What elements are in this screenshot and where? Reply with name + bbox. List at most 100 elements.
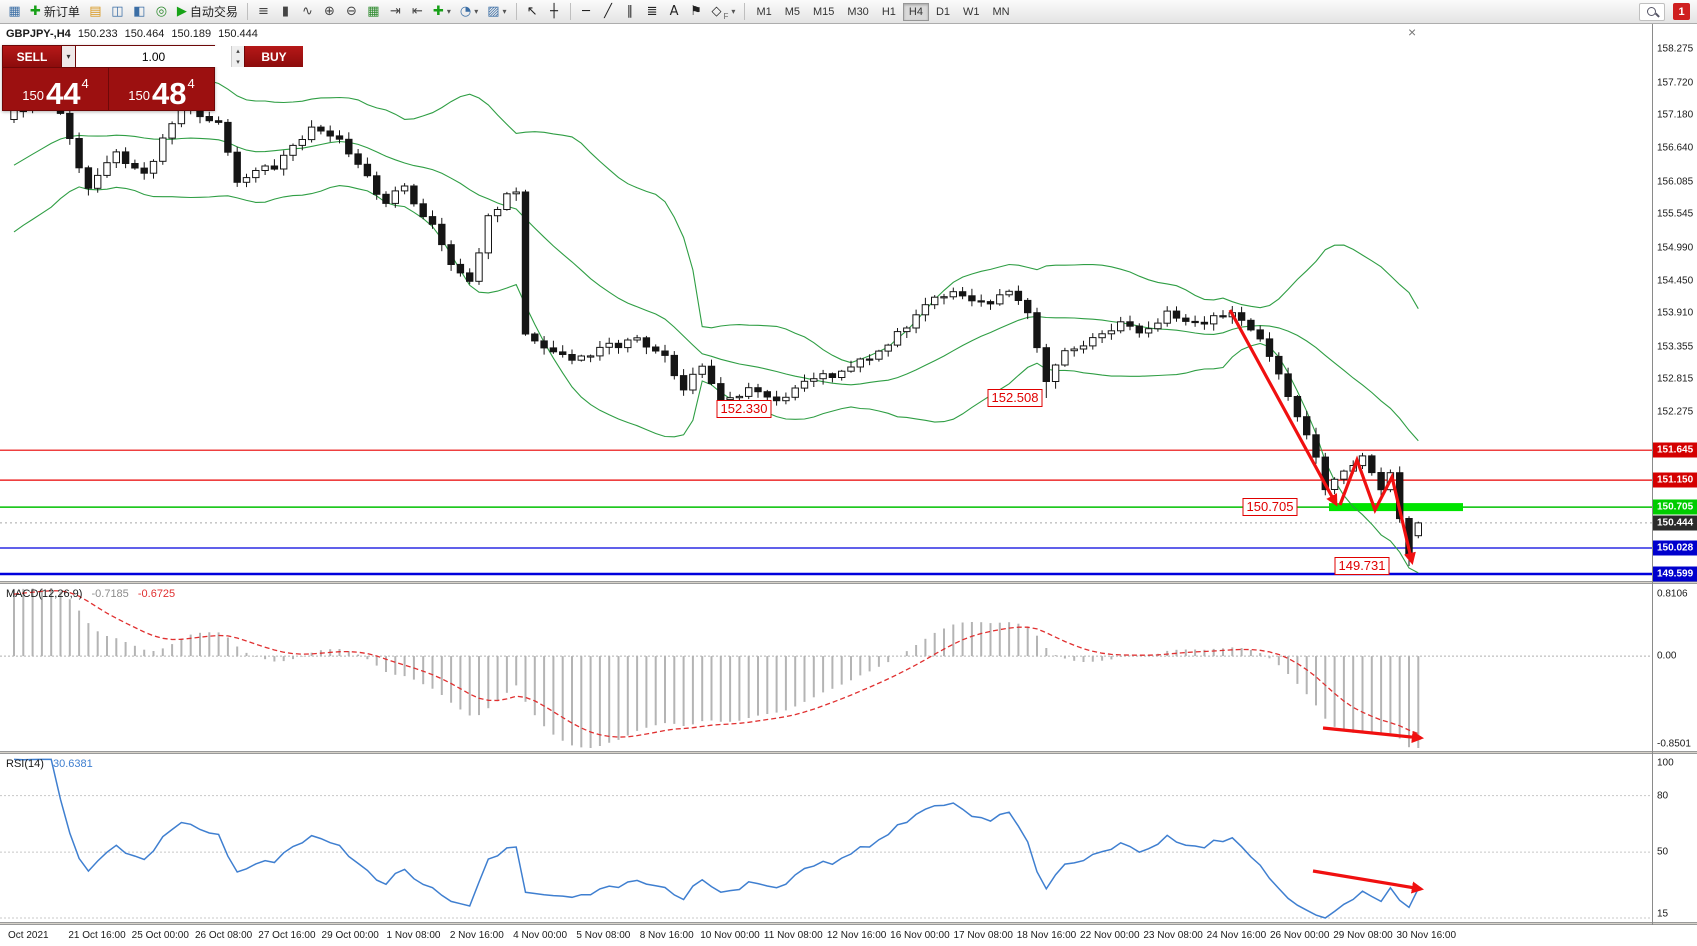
- timeframe-h4-button[interactable]: H4: [902, 2, 929, 21]
- volume-field: ▴ ▾: [76, 46, 245, 67]
- bollinger-bands: [13, 78, 1419, 574]
- toolbar-separator: [246, 3, 248, 20]
- bar-chart-button[interactable]: ≡: [253, 2, 274, 22]
- toolbar-separator: [569, 3, 571, 20]
- sell-button[interactable]: SELL: [3, 46, 61, 67]
- toolbar-right: 1: [1639, 2, 1693, 21]
- auto-scroll-icon: ⇥: [389, 4, 401, 19]
- price-annotation-tag[interactable]: 152.330: [716, 399, 772, 418]
- order-type-dropdown[interactable]: ▾: [61, 46, 76, 67]
- trendline-button[interactable]: ╱: [598, 2, 619, 22]
- fibonacci-button[interactable]: ≣: [642, 2, 663, 22]
- arrows-button[interactable]: ⚑: [686, 2, 707, 22]
- candlestick-chart-icon: ▮: [281, 4, 290, 19]
- timeframe-w1-button[interactable]: W1: [963, 5, 980, 18]
- macd-panel: [0, 588, 1652, 748]
- buy-price-point: 4: [187, 76, 195, 91]
- chevron-down-icon: ▾: [66, 52, 71, 61]
- notification-badge[interactable]: 1: [1673, 3, 1690, 20]
- timeframe-h1-button[interactable]: H1: [881, 5, 896, 18]
- fibonacci-icon: ≣: [646, 4, 658, 19]
- horizontal-line-icon: ─: [582, 4, 590, 19]
- horizontal-line-button[interactable]: ─: [576, 2, 597, 22]
- shapes-button[interactable]: ◇ F ▾: [708, 2, 740, 22]
- tile-windows-button[interactable]: ▦: [363, 2, 384, 22]
- profiles-button[interactable]: ▤: [85, 2, 106, 22]
- cursor-button[interactable]: ↖: [522, 2, 543, 22]
- buy-button[interactable]: BUY: [245, 46, 303, 67]
- time-axis[interactable]: [0, 925, 1653, 946]
- chevron-down-icon: ▾: [446, 7, 451, 16]
- cursor-icon: ↖: [526, 4, 538, 19]
- profiles-icon: ▤: [89, 4, 102, 19]
- new-order-button-label: 新订单: [43, 5, 80, 19]
- auto-scroll-button[interactable]: ⇥: [385, 2, 406, 22]
- timeframe-m5-button[interactable]: M5: [784, 5, 800, 18]
- market-watch-icon: ◫: [111, 4, 124, 19]
- market-watch-button[interactable]: ◫: [107, 2, 128, 22]
- toolbar-separator: [744, 3, 746, 20]
- price-annotation-tag[interactable]: 150.705: [1242, 498, 1298, 517]
- downtrend-arrow: [1228, 309, 1338, 507]
- volume-input[interactable]: [76, 46, 231, 67]
- zoom-in-button[interactable]: ⊕: [319, 2, 340, 22]
- navigator-button[interactable]: ◎: [151, 2, 172, 22]
- periods-button[interactable]: ◔ ▾: [456, 2, 482, 22]
- text-button[interactable]: A: [664, 2, 685, 22]
- timeframe-mn-button[interactable]: MN: [992, 5, 1010, 18]
- equidistant-channel-button[interactable]: ∥: [620, 2, 641, 22]
- shapes-icon: ◇: [711, 4, 722, 19]
- one-click-prices: 150 44 4 150 48 4: [3, 68, 214, 110]
- trendline-icon: ╱: [604, 4, 612, 19]
- timeframe-m30-button[interactable]: M30: [847, 5, 869, 18]
- zoom-out-icon: ⊖: [345, 4, 357, 19]
- macd-trend-arrow: [1322, 726, 1425, 744]
- timeframe-m1-button[interactable]: M1: [756, 5, 772, 18]
- buy-price[interactable]: 150 48 4: [109, 68, 214, 110]
- templates-button[interactable]: ▨ ▾: [483, 2, 510, 22]
- timeframe-d1-button[interactable]: D1: [935, 5, 950, 18]
- autotrading-button[interactable]: ▶ 自动交易: [173, 2, 242, 22]
- main-toolbar: ▦ ✚ 新订单 ▤ ◫ ◧ ◎ ▶ 自动交易 ≡ ▮ ∿ ⊕ ⊖ ▦ ⇥ ⇤ ✚ ▾ ◔ ▾ ▨ ▾ ↖ ┼ ─ ╱ ∥ ≣ A ⚑ ◇ F ▾ M…: [0, 0, 1697, 24]
- close-icon: ×: [1408, 24, 1417, 40]
- timeframe-m15-button[interactable]: M15: [813, 5, 835, 18]
- sell-price[interactable]: 150 44 4: [3, 68, 108, 110]
- sell-price-prefix: 150: [22, 88, 44, 103]
- tile-windows-icon: ▦: [367, 4, 380, 19]
- new-order-icon: ✚: [30, 4, 41, 19]
- candlestick-chart-button[interactable]: ▮: [275, 2, 296, 22]
- data-window-icon: ◧: [133, 4, 146, 19]
- volume-down-button[interactable]: ▾: [232, 56, 244, 67]
- shapes-button-sub: F: [723, 11, 729, 21]
- one-click-trading-panel: SELL ▾ ▴ ▾ BUY 150 44 4: [2, 45, 303, 111]
- zigzag-forecast-arrow: [1338, 455, 1416, 565]
- data-window-button[interactable]: ◧: [129, 2, 150, 22]
- text-icon: A: [669, 4, 679, 19]
- indicators-button[interactable]: ✚ ▾: [429, 2, 455, 22]
- search-button[interactable]: [1639, 2, 1665, 21]
- templates-icon: ▨: [487, 4, 500, 19]
- crosshair-button[interactable]: ┼: [544, 2, 565, 22]
- line-chart-icon: ∿: [301, 4, 313, 19]
- chart-shift-button[interactable]: ⇤: [407, 2, 428, 22]
- price-annotation-tag[interactable]: 152.508: [987, 389, 1043, 407]
- toolbar-separator: [515, 3, 517, 20]
- bar-chart-icon: ≡: [257, 4, 269, 19]
- chart-close-button[interactable]: ×: [1408, 25, 1416, 39]
- zoom-out-button[interactable]: ⊖: [341, 2, 362, 22]
- line-chart-button[interactable]: ∿: [297, 2, 318, 22]
- buy-price-pips: 48: [151, 75, 187, 111]
- navigator-icon: ◎: [155, 4, 168, 19]
- new-chart-button[interactable]: ▦: [4, 2, 25, 22]
- indicators-icon: ✚: [432, 4, 444, 19]
- new-order-button[interactable]: ✚ 新订单: [26, 2, 84, 22]
- trend-arrows: [1228, 309, 1425, 894]
- one-click-controls: SELL ▾ ▴ ▾ BUY: [3, 46, 303, 68]
- autotrading-icon: ▶: [176, 4, 187, 19]
- volume-up-button[interactable]: ▴: [232, 46, 244, 57]
- price-axis[interactable]: [1653, 24, 1697, 926]
- price-annotation-tag[interactable]: 149.731: [1334, 557, 1390, 575]
- equidistant-channel-icon: ∥: [626, 4, 634, 19]
